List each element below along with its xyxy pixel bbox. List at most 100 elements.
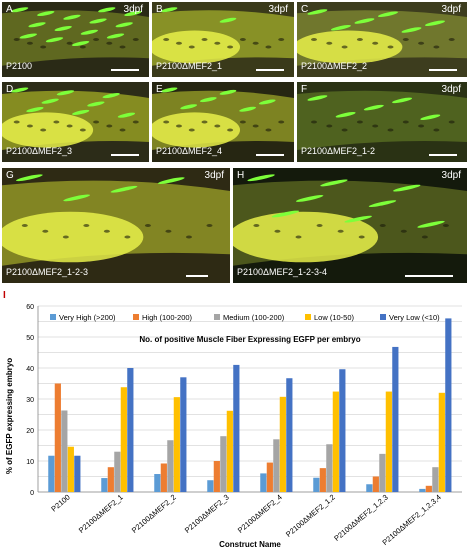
bar (167, 440, 174, 492)
legend-swatch (50, 314, 56, 320)
pigment-spot (326, 124, 333, 128)
pigment-spot (442, 224, 449, 227)
egfp-muscle-fiber (199, 97, 217, 103)
scale-bar (429, 154, 457, 156)
bar (220, 436, 227, 492)
pigment-spot (265, 45, 272, 49)
stage-label: 3dpf (441, 4, 461, 15)
fluorescence-image (2, 7, 149, 66)
bar (339, 369, 346, 492)
pigment-spot (26, 124, 33, 128)
pigment-spot (278, 38, 285, 41)
stage-label: 3dpf (441, 84, 461, 95)
egfp-muscle-fiber (160, 7, 178, 13)
pigment-spot (175, 124, 182, 128)
microscopy-panel-c: C 3dpf P2100ΔMEF2_2 (297, 2, 467, 77)
bar (127, 368, 134, 492)
pigment-spot (66, 124, 73, 128)
legend-label: Low (10-50) (314, 313, 355, 322)
bar (385, 391, 392, 492)
fluorescence-image (233, 174, 467, 266)
panel-letter: G (6, 170, 14, 181)
pigment-spot (188, 128, 195, 132)
y-tick-label: 40 (26, 366, 34, 373)
egfp-muscle-fiber (110, 185, 138, 193)
pigment-spot (132, 120, 139, 124)
pigment-spot (119, 128, 126, 132)
egfp-muscle-fiber (63, 194, 91, 202)
fluorescence-image (297, 9, 467, 66)
pigment-spot (433, 128, 440, 132)
pigment-spot (448, 120, 455, 124)
egfp-muscle-fiber (72, 109, 90, 115)
pigment-spot (278, 120, 285, 124)
egfp-muscle-fiber (102, 93, 120, 99)
egfp-muscle-fiber (219, 89, 237, 95)
egfp-muscle-fiber (307, 9, 328, 15)
pigment-spot (201, 120, 208, 124)
bar (379, 453, 386, 492)
bar (54, 383, 61, 492)
construct-label: P2100 (6, 61, 33, 71)
y-tick-label: 60 (26, 304, 34, 311)
embryo-body (297, 90, 467, 150)
egfp-muscle-fiber (368, 200, 397, 208)
pigment-spot (93, 120, 100, 124)
fluorescence-image (152, 87, 294, 150)
bar (226, 410, 233, 492)
construct-label: P2100ΔMEF2_2 (301, 61, 368, 71)
pigment-spot (53, 120, 60, 124)
x-tick-label: P2100 (49, 493, 71, 514)
bar (48, 455, 55, 492)
stage-label: 3dpf (204, 170, 224, 181)
egfp-muscle-fiber (11, 7, 29, 13)
y-axis-label: % of EGFP expressing embryo (5, 358, 14, 474)
bar (101, 478, 108, 492)
pigment-spot (119, 45, 126, 49)
pigment-spot (239, 38, 246, 41)
pigment-spot (227, 128, 234, 132)
yolk-region (233, 211, 379, 263)
egfp-muscle-fiber (26, 107, 44, 113)
x-tick-label: P2100ΔMEF2_3 (183, 493, 231, 535)
bar (313, 477, 320, 492)
bar (286, 378, 293, 492)
egfp-muscle-fiber (247, 174, 275, 182)
pigment-spot (418, 124, 425, 128)
pigment-spot (379, 224, 386, 227)
scale-bar (256, 154, 284, 156)
egfp-muscle-fiber (393, 184, 421, 192)
pigment-spot (79, 128, 86, 132)
pigment-spot (295, 235, 302, 239)
panel-letter: B (156, 4, 163, 15)
egfp-muscle-fiber (320, 179, 348, 187)
y-tick-label: 50 (26, 335, 34, 342)
panel-letter: A (6, 4, 13, 15)
bar (233, 364, 240, 492)
pigment-spot (106, 124, 113, 128)
panel-letter: E (156, 84, 163, 95)
scale-bar (186, 275, 208, 277)
bar (438, 392, 445, 492)
bar (432, 467, 439, 492)
scale-bar (256, 69, 284, 71)
stage-label: 3dpf (441, 170, 461, 181)
pigment-spot (372, 124, 379, 128)
x-tick-label: P2100ΔMEF2_1 (77, 493, 125, 535)
egfp-muscle-fiber (354, 18, 375, 24)
pigment-spot (341, 45, 348, 49)
yolk-region (2, 211, 144, 263)
pigment-spot (214, 41, 221, 45)
pigment-spot (448, 38, 455, 41)
egfp-muscle-fiber (41, 98, 59, 104)
pigment-spot (42, 229, 49, 233)
pigment-spot (13, 120, 20, 124)
pigment-spot (66, 41, 73, 45)
bar (273, 439, 280, 492)
panel-letter: F (301, 84, 308, 95)
egfp-muscle-fiber (258, 99, 276, 105)
yolk-region (152, 30, 241, 64)
pigment-spot (206, 224, 213, 227)
x-tick-label: P2100ΔMEF2_1,2,3,4 (380, 493, 442, 547)
yolk-region (152, 112, 241, 148)
